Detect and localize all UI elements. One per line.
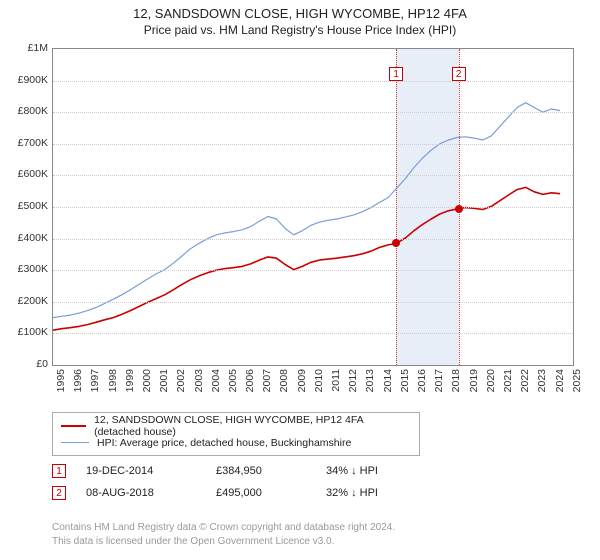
chart-dot (455, 205, 463, 213)
y-axis-label: £0 (4, 358, 48, 370)
gridline-h (53, 302, 573, 303)
x-axis-label: 1998 (107, 369, 119, 392)
x-axis-label: 1996 (72, 369, 84, 392)
y-axis-label: £200K (4, 295, 48, 307)
txn-pct: 34% ↓ HPI (326, 465, 426, 477)
y-axis-label: £100K (4, 326, 48, 338)
transaction-vline (396, 49, 397, 365)
y-axis-label: £1M (4, 42, 48, 54)
chart-container: { "title_line1": "12, SANDSDOWN CLOSE, H… (0, 0, 600, 560)
y-axis-label: £300K (4, 263, 48, 275)
title-address: 12, SANDSDOWN CLOSE, HIGH WYCOMBE, HP12 … (0, 6, 600, 21)
chart-plot-area: 12 (52, 48, 574, 366)
legend-row: 12, SANDSDOWN CLOSE, HIGH WYCOMBE, HP12 … (61, 417, 411, 434)
footer-line: Contains HM Land Registry data © Crown c… (52, 521, 395, 535)
table-row: 2 08-AUG-2018 £495,000 32% ↓ HPI (52, 482, 426, 504)
txn-pct: 32% ↓ HPI (326, 487, 426, 499)
x-axis-label: 2007 (261, 369, 273, 392)
y-axis-label: £500K (4, 200, 48, 212)
legend-swatch (61, 425, 86, 427)
x-axis-label: 2019 (468, 369, 480, 392)
legend-swatch (61, 442, 89, 443)
x-axis-label: 2017 (433, 369, 445, 392)
txn-marker: 1 (52, 464, 66, 478)
x-axis-label: 2012 (347, 369, 359, 392)
legend-label: 12, SANDSDOWN CLOSE, HIGH WYCOMBE, HP12 … (94, 414, 411, 438)
legend-label: HPI: Average price, detached house, Buck… (97, 437, 351, 449)
x-axis-label: 2001 (158, 369, 170, 392)
txn-date: 19-DEC-2014 (86, 465, 216, 477)
x-axis-label: 2018 (450, 369, 462, 392)
gridline-h (53, 270, 573, 271)
gridline-h (53, 144, 573, 145)
y-axis-label: £600K (4, 168, 48, 180)
x-axis-label: 2020 (485, 369, 497, 392)
x-axis-label: 2025 (571, 369, 583, 392)
y-axis-label: £800K (4, 105, 48, 117)
x-axis-label: 2013 (364, 369, 376, 392)
table-row: 1 19-DEC-2014 £384,950 34% ↓ HPI (52, 460, 426, 482)
x-axis-label: 1997 (89, 369, 101, 392)
chart-dot (392, 239, 400, 247)
series-hpi (53, 103, 560, 318)
x-axis-label: 2006 (244, 369, 256, 392)
x-axis-label: 2024 (554, 369, 566, 392)
x-axis-label: 2009 (296, 369, 308, 392)
title-block: 12, SANDSDOWN CLOSE, HIGH WYCOMBE, HP12 … (0, 0, 600, 37)
x-axis-label: 2023 (536, 369, 548, 392)
x-axis-label: 2000 (141, 369, 153, 392)
txn-price: £384,950 (216, 465, 326, 477)
x-axis-label: 2021 (502, 369, 514, 392)
chart-marker: 1 (389, 67, 403, 81)
y-axis-label: £700K (4, 137, 48, 149)
title-subtitle: Price paid vs. HM Land Registry's House … (0, 23, 600, 37)
gridline-h (53, 207, 573, 208)
txn-marker: 2 (52, 486, 66, 500)
series-price_paid (53, 187, 560, 330)
footer-line: This data is licensed under the Open Gov… (52, 535, 395, 549)
x-axis-label: 2014 (382, 369, 394, 392)
gridline-h (53, 333, 573, 334)
x-axis-label: 2022 (519, 369, 531, 392)
gridline-h (53, 112, 573, 113)
x-axis-label: 2011 (330, 369, 342, 392)
legend: 12, SANDSDOWN CLOSE, HIGH WYCOMBE, HP12 … (52, 412, 420, 456)
footer-attribution: Contains HM Land Registry data © Crown c… (52, 521, 395, 548)
txn-date: 08-AUG-2018 (86, 487, 216, 499)
transaction-table: 1 19-DEC-2014 £384,950 34% ↓ HPI 2 08-AU… (52, 460, 426, 504)
x-axis-label: 2004 (210, 369, 222, 392)
y-axis-label: £900K (4, 74, 48, 86)
gridline-h (53, 239, 573, 240)
y-axis-label: £400K (4, 232, 48, 244)
x-axis-label: 2002 (175, 369, 187, 392)
chart-marker: 2 (452, 67, 466, 81)
x-axis-label: 2003 (193, 369, 205, 392)
x-axis-label: 1995 (55, 369, 67, 392)
x-axis-label: 2015 (399, 369, 411, 392)
x-axis-label: 2008 (278, 369, 290, 392)
gridline-h (53, 175, 573, 176)
txn-price: £495,000 (216, 487, 326, 499)
x-axis-label: 2016 (416, 369, 428, 392)
x-axis-label: 1999 (124, 369, 136, 392)
gridline-h (53, 81, 573, 82)
x-axis-label: 2010 (313, 369, 325, 392)
x-axis-label: 2005 (227, 369, 239, 392)
